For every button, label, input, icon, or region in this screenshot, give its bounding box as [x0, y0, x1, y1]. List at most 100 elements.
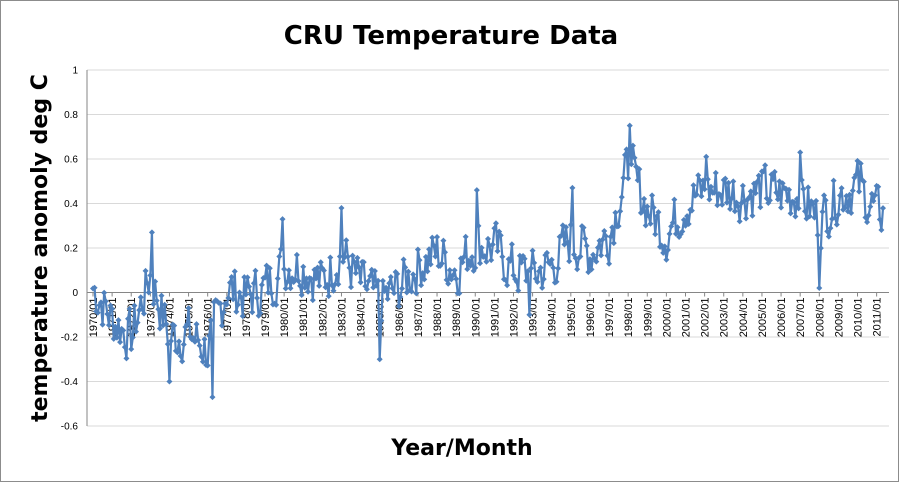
data-point — [563, 224, 570, 231]
data-point — [101, 289, 108, 296]
x-axis-title: Year/Month — [390, 436, 532, 461]
data-point — [722, 175, 729, 182]
data-point — [805, 184, 812, 191]
data-point — [566, 258, 573, 265]
data-point — [534, 278, 541, 285]
data-point — [273, 301, 280, 308]
data-point — [383, 284, 390, 291]
data-point — [142, 267, 149, 274]
data-point — [429, 234, 436, 241]
data-point — [771, 168, 778, 175]
data-point — [430, 242, 437, 249]
data-point — [822, 197, 829, 204]
data-point — [502, 276, 509, 283]
data-point — [209, 394, 216, 401]
data-point — [574, 266, 581, 273]
data-point — [258, 281, 265, 288]
data-point — [287, 285, 294, 292]
data-point — [223, 301, 230, 308]
data-point — [179, 358, 186, 365]
data-point — [655, 209, 662, 216]
data-point — [274, 275, 281, 282]
data-point — [338, 204, 345, 211]
data-point — [206, 332, 213, 339]
data-point — [516, 252, 523, 259]
data-point — [832, 214, 839, 221]
data-point — [254, 295, 261, 302]
data-point — [494, 248, 501, 255]
data-point — [246, 283, 253, 290]
data-point — [150, 301, 157, 308]
data-point — [827, 225, 834, 232]
data-point — [730, 178, 737, 185]
data-point — [485, 235, 491, 242]
data-point — [354, 254, 361, 261]
data-point — [410, 271, 417, 278]
data-point — [846, 191, 853, 198]
x-tick-label: 1988/01 — [432, 298, 444, 338]
data-point — [451, 267, 458, 274]
data-point — [669, 219, 676, 226]
data-point — [312, 275, 319, 282]
data-point — [856, 188, 863, 195]
data-point — [231, 268, 238, 275]
data-point — [821, 192, 828, 199]
data-point — [735, 203, 742, 210]
data-point — [711, 189, 718, 196]
x-tick-label: 1992/01 — [508, 298, 520, 338]
data-point — [367, 273, 374, 280]
data-point — [349, 252, 356, 259]
data-point — [809, 200, 816, 207]
data-point — [113, 334, 120, 341]
data-point — [548, 256, 555, 263]
data-point — [660, 249, 667, 256]
data-point — [387, 274, 394, 281]
data-point — [644, 203, 651, 210]
data-point — [704, 176, 711, 183]
data-point — [819, 208, 826, 215]
data-point — [183, 321, 190, 328]
data-point — [324, 281, 331, 288]
data-point — [335, 281, 342, 288]
y-tick-labels: 1 0.8 0.6 0.4 0.2 0 -0.2 -0.4 -0.6 — [61, 66, 79, 433]
data-point — [647, 220, 654, 227]
y-axis-title: temperature anomoly deg C — [28, 74, 53, 422]
data-point — [650, 204, 657, 211]
data-point — [674, 224, 681, 231]
data-point — [618, 194, 625, 201]
data-point — [755, 172, 762, 179]
data-point — [880, 205, 886, 212]
data-point — [163, 321, 170, 328]
data-point — [217, 300, 224, 307]
data-point — [225, 294, 232, 301]
data-point — [453, 275, 460, 282]
chart-title: CRU Temperature Data — [284, 21, 618, 51]
data-point — [121, 344, 128, 351]
x-tick-label: 2010/01 — [853, 298, 865, 338]
data-point — [402, 264, 409, 271]
data-point — [477, 260, 484, 267]
data-point — [343, 237, 350, 244]
data-point — [422, 253, 429, 260]
data-point — [717, 192, 724, 199]
data-point — [316, 282, 323, 289]
data-point — [438, 260, 445, 267]
data-point — [636, 166, 643, 173]
x-tick-label: 2008/01 — [814, 298, 826, 338]
data-point — [524, 268, 531, 275]
data-point — [518, 259, 525, 266]
data-point — [615, 223, 622, 230]
data-point — [266, 265, 273, 272]
x-tick-label: 1986/01 — [394, 298, 406, 338]
data-point — [543, 249, 550, 256]
data-point — [276, 253, 283, 260]
data-point — [814, 232, 821, 239]
data-point — [539, 284, 546, 291]
data-point — [395, 303, 402, 310]
data-point — [308, 275, 315, 282]
data-point — [841, 204, 848, 211]
data-point — [870, 198, 877, 205]
data-point — [786, 186, 793, 193]
y-tick-label: 0.4 — [64, 199, 78, 210]
